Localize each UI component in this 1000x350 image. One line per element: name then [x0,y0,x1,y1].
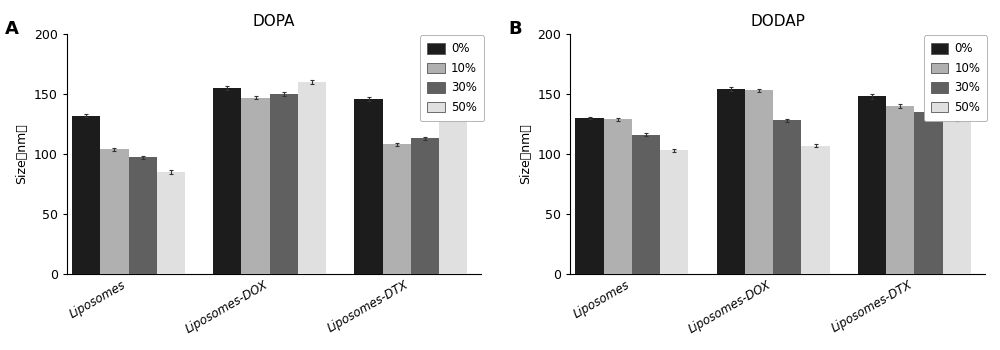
Bar [213,88,241,274]
Bar [270,94,298,274]
Text: B: B [508,20,522,38]
Bar [943,119,971,274]
Text: A: A [5,20,18,38]
Y-axis label: Size（nm）: Size（nm） [15,124,28,184]
Bar [801,146,830,274]
Bar [914,112,943,274]
Bar [745,90,773,274]
Title: DOPA: DOPA [253,14,295,29]
Bar [298,82,326,274]
Bar [241,98,270,274]
Bar [129,158,157,274]
Bar [886,106,914,274]
Bar [157,172,185,274]
Bar [575,118,604,274]
Bar [660,150,688,274]
Bar [411,138,439,274]
Legend: 0%, 10%, 30%, 50%: 0%, 10%, 30%, 50% [924,35,987,121]
Bar [717,89,745,274]
Y-axis label: Size（nm）: Size（nm） [519,124,532,184]
Bar [604,119,632,274]
Bar [773,120,801,274]
Title: DODAP: DODAP [750,14,805,29]
Bar [632,135,660,274]
Bar [100,149,129,274]
Bar [858,97,886,274]
Bar [72,116,100,274]
Bar [383,144,411,274]
Bar [439,101,467,274]
Bar [354,99,383,274]
Legend: 0%, 10%, 30%, 50%: 0%, 10%, 30%, 50% [420,35,484,121]
